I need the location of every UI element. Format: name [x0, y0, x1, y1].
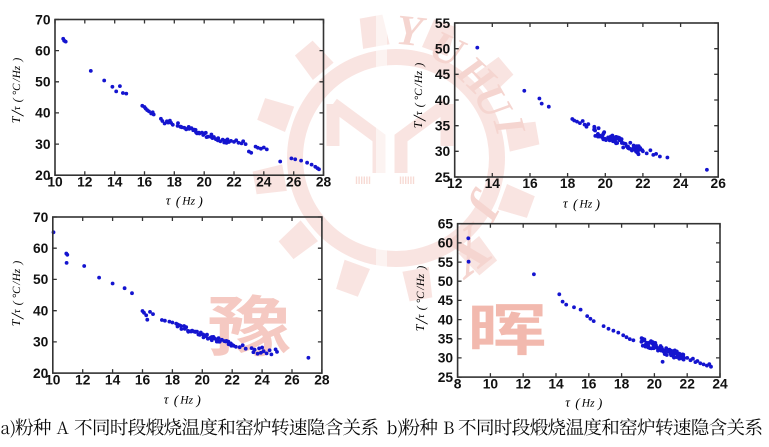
svg-text:16: 16: [522, 176, 538, 191]
svg-text:12: 12: [447, 176, 463, 191]
svg-text:16: 16: [581, 376, 597, 391]
svg-text:22: 22: [225, 372, 241, 387]
svg-text:60: 60: [33, 241, 49, 256]
svg-text:10: 10: [47, 174, 63, 189]
svg-text:18: 18: [165, 372, 181, 387]
svg-text:22: 22: [226, 174, 242, 189]
svg-text:26: 26: [711, 176, 727, 191]
svg-text:50: 50: [435, 42, 451, 57]
svg-text:30: 30: [438, 351, 454, 366]
svg-text:8: 8: [454, 376, 462, 391]
svg-text:30: 30: [435, 144, 451, 159]
svg-text:45: 45: [438, 293, 454, 308]
svg-text:55: 55: [435, 16, 451, 31]
svg-text:55: 55: [438, 255, 454, 270]
svg-text:45: 45: [435, 67, 451, 82]
svg-text:40: 40: [438, 312, 454, 327]
svg-text:12: 12: [77, 174, 93, 189]
svg-text:18: 18: [167, 174, 183, 189]
svg-text:24: 24: [256, 174, 272, 189]
svg-text:20: 20: [33, 366, 49, 381]
svg-text:12: 12: [75, 372, 91, 387]
svg-text:22: 22: [635, 176, 651, 191]
svg-text:26: 26: [284, 372, 300, 387]
svg-text:18: 18: [560, 176, 576, 191]
svg-text:30: 30: [35, 137, 51, 152]
svg-text:35: 35: [435, 119, 451, 134]
svg-text:60: 60: [438, 236, 454, 251]
svg-text:30: 30: [33, 335, 49, 350]
svg-text:65: 65: [438, 217, 454, 232]
svg-text:14: 14: [105, 372, 121, 387]
svg-text:70: 70: [33, 210, 49, 225]
svg-text:25: 25: [438, 370, 454, 385]
svg-text:40: 40: [35, 106, 51, 121]
svg-text:50: 50: [33, 272, 49, 287]
svg-text:28: 28: [314, 372, 330, 387]
svg-text:14: 14: [107, 174, 123, 189]
svg-text:10: 10: [483, 376, 499, 391]
svg-text:70: 70: [35, 12, 51, 27]
svg-text:24: 24: [712, 376, 728, 391]
svg-text:14: 14: [548, 376, 564, 391]
svg-text:35: 35: [438, 332, 454, 347]
svg-text:40: 40: [435, 93, 451, 108]
svg-text:16: 16: [135, 372, 151, 387]
svg-text:14: 14: [485, 176, 501, 191]
svg-text:50: 50: [35, 75, 51, 90]
svg-text:20: 20: [598, 176, 614, 191]
svg-text:25: 25: [435, 170, 451, 185]
svg-text:20: 20: [197, 174, 213, 189]
svg-text:60: 60: [35, 43, 51, 58]
svg-text:40: 40: [33, 304, 49, 319]
svg-text:16: 16: [137, 174, 153, 189]
svg-text:20: 20: [195, 372, 211, 387]
svg-text:18: 18: [614, 376, 630, 391]
svg-text:20: 20: [647, 376, 663, 391]
svg-text:12: 12: [516, 376, 532, 391]
svg-text:24: 24: [254, 372, 270, 387]
svg-text:22: 22: [680, 376, 696, 391]
svg-text:10: 10: [45, 372, 61, 387]
svg-text:20: 20: [35, 168, 51, 183]
svg-text:28: 28: [316, 174, 332, 189]
svg-text:24: 24: [673, 176, 689, 191]
svg-text:50: 50: [438, 274, 454, 289]
svg-text:26: 26: [286, 174, 302, 189]
